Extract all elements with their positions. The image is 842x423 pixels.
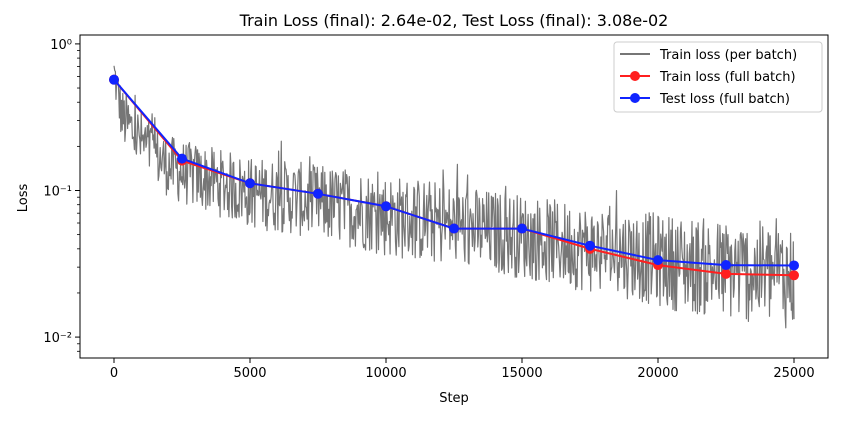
- series-test-loss-full-batch-point: [109, 74, 119, 85]
- series-train-loss-per-batch-line: [113, 65, 795, 329]
- x-tick-label: 5000: [233, 366, 266, 381]
- series-test-loss-full-batch-point: [177, 153, 187, 164]
- series-test-loss-full-batch-point: [721, 260, 731, 271]
- series-test-loss-full-batch-point: [245, 178, 255, 189]
- x-tick-label: 0: [110, 366, 118, 381]
- x-tick-label: 10000: [365, 366, 406, 381]
- legend-label-train-loss-full-batch: Train loss (full batch): [659, 70, 796, 85]
- series-test-loss-full-batch-point: [449, 223, 459, 234]
- series-test-loss-full-batch-point: [653, 255, 663, 266]
- x-tick-label: 25000: [773, 366, 814, 381]
- legend-box: [613, 41, 823, 113]
- plot-inner: [109, 65, 799, 329]
- y-tick-label: 10⁻¹: [43, 184, 72, 199]
- series-train-loss-full-batch-point: [721, 268, 731, 279]
- chart-title: Train Loss (final): 2.64e-02, Test Loss …: [239, 11, 669, 30]
- series-test-loss-full-batch-point: [517, 223, 527, 234]
- series-test-loss-full-batch-point: [789, 260, 799, 271]
- legend-label-train-loss-per-batch: Train loss (per batch): [659, 48, 797, 63]
- series-test-loss-full-batch-point: [381, 201, 391, 212]
- legend-marker-test-loss-full-batch: [630, 93, 640, 103]
- plot-area: [109, 65, 799, 329]
- legend-marker-train-loss-full-batch: [630, 71, 640, 81]
- axes: 0 5000 10000 15000 20000 25000 10⁰ 10⁻¹ 10⁻²: [43, 34, 829, 381]
- y-tick-label: 10⁰: [50, 38, 72, 53]
- x-axis-label: Step: [439, 391, 469, 406]
- plot-frame: [79, 34, 829, 359]
- x-tick-label: 20000: [637, 366, 678, 381]
- series-train-loss-full-batch-point: [789, 270, 799, 281]
- legend-label-test-loss-full-batch: Test loss (full batch): [659, 92, 790, 107]
- series-test-loss-full-batch-point: [313, 188, 323, 199]
- legend: Train loss (per batch) Train loss (full b…: [613, 41, 823, 113]
- y-axis-label: Loss: [16, 184, 31, 213]
- series-test-loss-full-batch-point: [585, 240, 595, 251]
- y-tick-label: 10⁻²: [43, 331, 72, 346]
- x-tick-label: 15000: [501, 366, 542, 381]
